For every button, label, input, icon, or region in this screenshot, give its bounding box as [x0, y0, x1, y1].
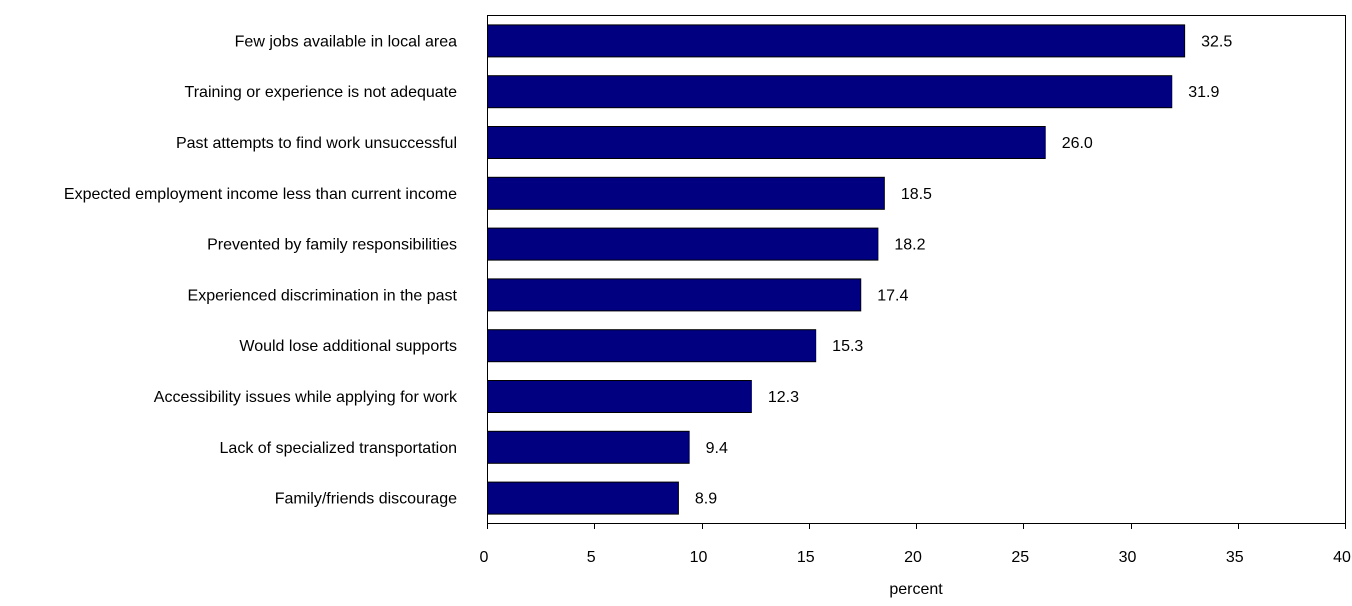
category-label: Few jobs available in local area	[235, 33, 457, 50]
bar	[487, 176, 885, 210]
category-label: Lack of specialized transportation	[220, 440, 457, 457]
bar	[487, 430, 690, 464]
x-tick-label: 5	[587, 549, 596, 566]
value-label: 18.5	[901, 186, 932, 203]
category-label: Would lose additional supports	[239, 338, 457, 355]
value-label: 31.9	[1188, 84, 1219, 101]
bar	[487, 481, 679, 515]
value-label: 26.0	[1062, 135, 1093, 152]
x-axis-title: percent	[889, 581, 943, 598]
x-tick-label: 40	[1333, 549, 1351, 566]
category-label: Past attempts to find work unsuccessful	[176, 135, 457, 152]
x-tick-label: 35	[1226, 549, 1244, 566]
value-label: 15.3	[832, 338, 863, 355]
bar	[487, 75, 1173, 109]
value-label: 12.3	[768, 389, 799, 406]
value-label: 8.9	[695, 491, 717, 508]
x-tick-label: 20	[904, 549, 922, 566]
x-tick-label: 0	[480, 549, 489, 566]
x-tick-label: 25	[1011, 549, 1029, 566]
value-label: 9.4	[706, 440, 728, 457]
category-label: Experienced discrimination in the past	[188, 287, 458, 304]
bar	[487, 227, 879, 261]
category-label: Prevented by family responsibilities	[207, 237, 457, 254]
category-labels: Few jobs available in local area Training…	[64, 33, 458, 507]
bars-layer	[487, 24, 1186, 515]
bar	[487, 380, 752, 413]
category-label: Family/friends discourage	[275, 491, 457, 508]
bar	[487, 278, 862, 312]
category-label: Expected employment income less than cur…	[64, 186, 457, 203]
value-label: 32.5	[1201, 33, 1232, 50]
value-label: 17.4	[877, 287, 908, 304]
value-labels: 32.5 31.9 26.0 18.5 18.2 17.4 15.3 12.3 9.4 8.9	[695, 33, 1232, 507]
bar	[487, 329, 817, 363]
category-label: Accessibility issues while applying for …	[154, 389, 458, 406]
x-tick-label: 30	[1119, 549, 1137, 566]
value-label: 18.2	[894, 237, 925, 254]
bar	[487, 24, 1186, 58]
x-tick-label: 15	[797, 549, 815, 566]
x-tick-label: 10	[690, 549, 708, 566]
x-axis: 0 5 10 15 20 25 30 35 40	[480, 523, 1351, 566]
bar	[487, 126, 1046, 159]
category-label: Training or experience is not adequate	[185, 84, 458, 101]
